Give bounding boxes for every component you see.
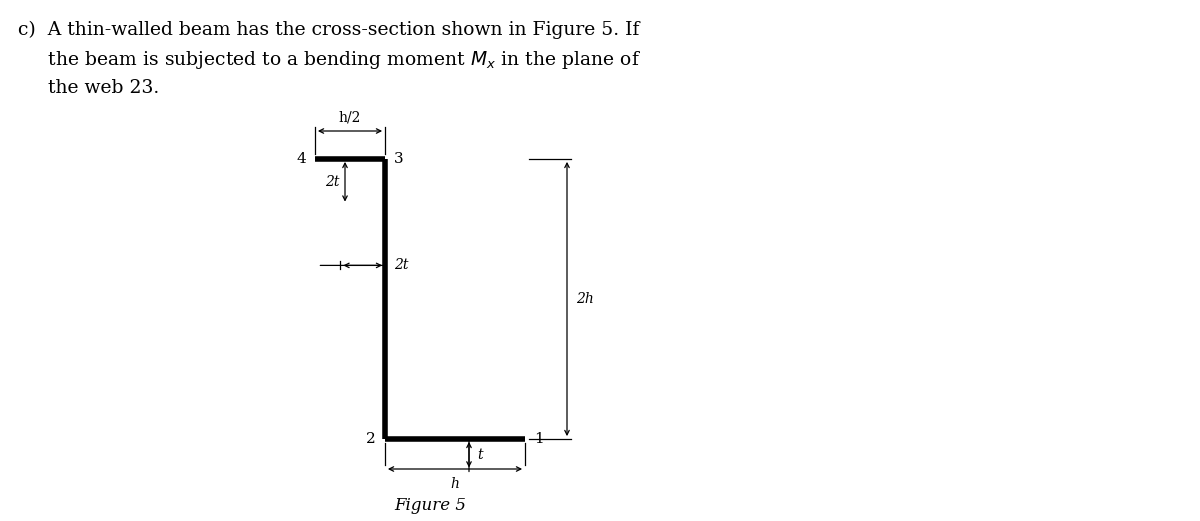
Text: c)  A thin-walled beam has the cross-section shown in Figure 5. If
     the beam: c) A thin-walled beam has the cross-sect… <box>18 21 641 97</box>
Text: h/2: h/2 <box>338 110 361 124</box>
Text: 2t: 2t <box>394 258 408 272</box>
Text: 3: 3 <box>394 152 403 166</box>
Text: 2: 2 <box>366 432 376 446</box>
Text: 2t: 2t <box>325 175 340 189</box>
Text: 4: 4 <box>296 152 306 166</box>
Text: Figure 5: Figure 5 <box>394 497 466 514</box>
Text: 1: 1 <box>534 432 544 446</box>
Text: h: h <box>450 477 460 491</box>
Text: 2h: 2h <box>576 292 594 306</box>
Text: t: t <box>478 448 482 462</box>
